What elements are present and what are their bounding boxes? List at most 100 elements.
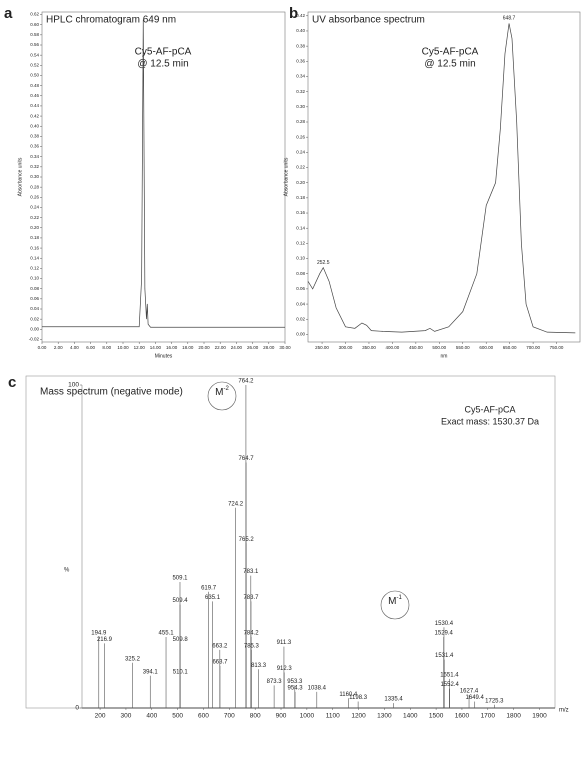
peak-label: 509.4 xyxy=(173,598,189,604)
x-tick-label: 700 xyxy=(224,713,235,720)
peak-label: 764.2 xyxy=(238,379,254,385)
peak-label: 1649.4 xyxy=(466,695,485,701)
y-tick-label: 0.24 xyxy=(30,205,39,210)
y-tick-label: 0.54 xyxy=(30,52,39,57)
y-tick-label: 0.06 xyxy=(30,296,39,301)
y-tick-label: 0.04 xyxy=(30,306,39,311)
y-tick-label: 0.16 xyxy=(296,210,305,215)
y-tick-label: 0.36 xyxy=(296,58,305,63)
y-tick-label: 0.28 xyxy=(296,119,305,124)
x-tick-label: 6.00 xyxy=(86,345,95,350)
annotation: @ 12.5 min xyxy=(424,59,475,70)
chart-title: Mass spectrum (negative mode) xyxy=(40,387,183,398)
x-tick-label: 1800 xyxy=(506,713,521,720)
peak-label: 394.1 xyxy=(143,669,159,675)
x-tick-label: 1900 xyxy=(532,713,547,720)
y-tick-label: 0.02 xyxy=(296,316,305,321)
chart-title: HPLC chromatogram 649 nm xyxy=(46,15,176,26)
x-tick-label: 400.00 xyxy=(386,345,400,350)
peak-label: 1160.4 xyxy=(339,692,358,698)
x-tick-label: 650.00 xyxy=(503,345,517,350)
y-tick-label: 0.00 xyxy=(296,332,305,337)
peak-label: 1627.4 xyxy=(460,689,479,695)
y-axis-label: Absorbance units xyxy=(17,157,23,196)
y-tick-label: 0.42 xyxy=(30,113,39,118)
y-tick-label: 0.20 xyxy=(296,180,305,185)
peak-label: 953.3 xyxy=(287,679,303,685)
y-tick-label: 0.16 xyxy=(30,245,39,250)
y-tick-label: 0.08 xyxy=(30,286,39,291)
peak-label: 252.5 xyxy=(317,260,330,266)
y-tick-label: 0.18 xyxy=(30,235,39,240)
y-tick-label: 0.26 xyxy=(296,134,305,139)
line xyxy=(307,23,576,334)
peak-label: 783.1 xyxy=(243,569,259,575)
x-tick-label: 600.00 xyxy=(479,345,493,350)
y-tick-label: 0.32 xyxy=(296,89,305,94)
y-tick-label: 0.52 xyxy=(30,62,39,67)
y-tick-label: 0.56 xyxy=(30,42,39,47)
x-tick-label: 800 xyxy=(250,713,261,720)
peak-label: 510.1 xyxy=(173,669,189,675)
y-tick-label: 0.48 xyxy=(30,83,39,88)
peak-label: 455.1 xyxy=(159,631,175,637)
x-tick-label: 1400 xyxy=(403,713,418,720)
y-tick-label: 0.40 xyxy=(296,28,305,33)
x-tick-label: 500 xyxy=(172,713,183,720)
y-tick-label: 0.60 xyxy=(30,22,39,27)
peak-label: 785.3 xyxy=(244,643,260,649)
y-tick-label: 0.40 xyxy=(30,123,39,128)
y-tick-label: 0.20 xyxy=(30,225,39,230)
y-tick-label: 0.06 xyxy=(296,286,305,291)
y-axis-label: Absorbance units xyxy=(283,157,289,196)
x-tick-label: 550.00 xyxy=(456,345,470,350)
panel-letter: a xyxy=(4,5,13,22)
x-tick-label: 1600 xyxy=(455,713,470,720)
y-tick-label: 0.22 xyxy=(296,165,305,170)
y-tick-label: 0.00 xyxy=(30,326,39,331)
y-tick-label: 0.12 xyxy=(296,241,305,246)
y-tick-label: -0.02 xyxy=(29,337,40,342)
y-tick-label: 0.36 xyxy=(30,144,39,149)
peak-label: 635.1 xyxy=(205,595,221,601)
annotation: Exact mass: 1530.37 Da xyxy=(441,416,539,426)
x-tick-label: 28.00 xyxy=(263,345,275,350)
peak-label: 509.8 xyxy=(173,637,189,643)
y-tick-label: 0.26 xyxy=(30,194,39,199)
x-tick-label: 750.00 xyxy=(550,345,564,350)
y-tick-label: 0 xyxy=(75,705,79,712)
peak-label: 764.7 xyxy=(239,456,255,462)
y-tick-label: 0.30 xyxy=(30,174,39,179)
y-tick-label: 0.30 xyxy=(296,104,305,109)
peak-label: 1038.4 xyxy=(308,685,327,691)
panel-letter: b xyxy=(289,5,298,22)
annotation: Cy5-AF-pCA xyxy=(135,47,192,58)
x-tick-label: 250.00 xyxy=(315,345,329,350)
y-tick-label: 0.12 xyxy=(30,266,39,271)
ion-label: M-1 xyxy=(388,595,402,607)
peak-label: 1552.4 xyxy=(440,682,459,688)
peak-label: 216.9 xyxy=(97,637,113,643)
annotation: Cy5-AF-pCA xyxy=(464,404,515,414)
x-tick-label: 1200 xyxy=(351,713,366,720)
x-tick-label: 2.00 xyxy=(54,345,63,350)
peak-label: 783.7 xyxy=(243,595,259,601)
peak-label: 648.7 xyxy=(503,16,516,22)
ion-label: M-2 xyxy=(215,386,229,398)
peak-label: 663.2 xyxy=(212,643,228,649)
y-tick-label: 0.32 xyxy=(30,164,39,169)
y-tick-label: 0.62 xyxy=(30,12,39,17)
x-axis-label: nm xyxy=(441,353,448,359)
ion-charge: -1 xyxy=(397,595,403,601)
y-tick-label: 0.08 xyxy=(296,271,305,276)
y-tick-label: 0.02 xyxy=(30,316,39,321)
x-tick-label: 16.00 xyxy=(166,345,178,350)
y-axis-label: % xyxy=(64,568,70,574)
y-tick-label: 0.46 xyxy=(30,93,39,98)
x-tick-label: 600 xyxy=(198,713,209,720)
peak-label: 911.3 xyxy=(277,640,292,646)
x-tick-label: 20.00 xyxy=(198,345,210,350)
y-tick-label: 0.38 xyxy=(296,43,305,48)
peak-label: 1335.4 xyxy=(384,697,403,703)
